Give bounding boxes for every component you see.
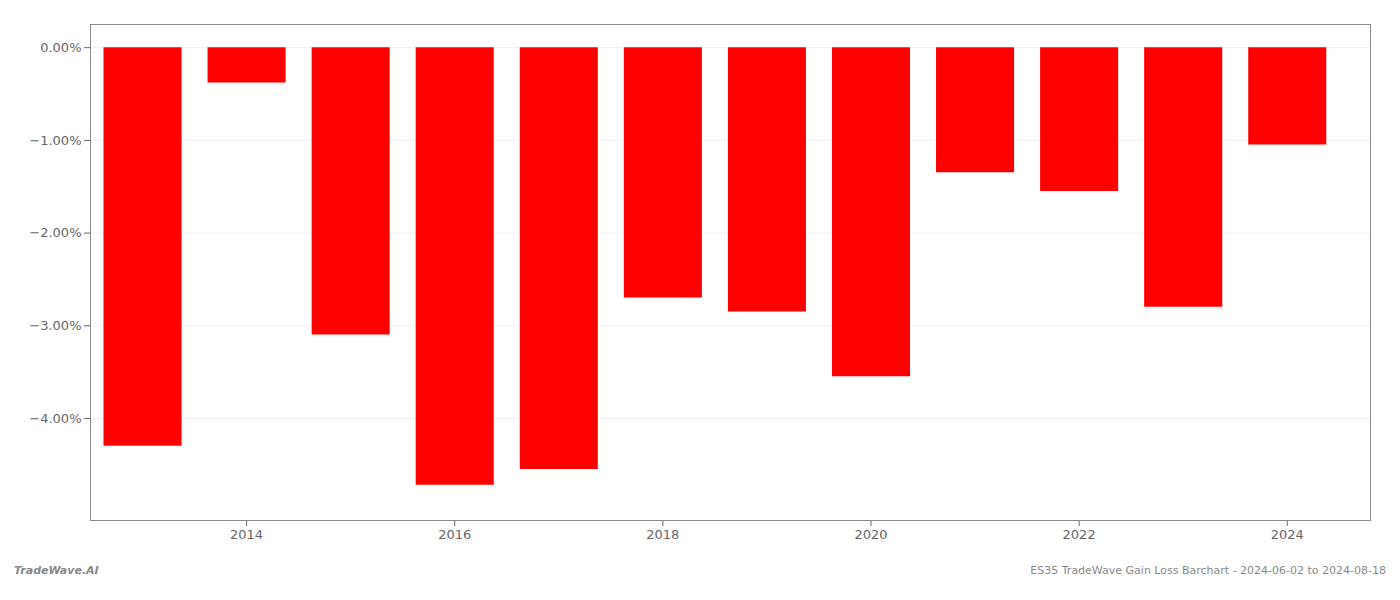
svg-text:2014: 2014 bbox=[230, 527, 263, 542]
svg-text:−4.00%: −4.00% bbox=[29, 411, 81, 426]
html-text:TradeWave.AI: TradeWave.AI bbox=[14, 564, 99, 577]
svg-text:−1.00%: −1.00% bbox=[29, 133, 81, 148]
svg-text:0.00%: 0.00% bbox=[40, 40, 81, 55]
svg-text:2016: 2016 bbox=[438, 527, 471, 542]
svg-text:2018: 2018 bbox=[646, 527, 679, 542]
svg-text:−3.00%: −3.00% bbox=[29, 318, 81, 333]
svg-text:2024: 2024 bbox=[1271, 527, 1304, 542]
svg-text:2022: 2022 bbox=[1063, 527, 1096, 542]
html-text:ES35 TradeWave Gain Loss Barch: ES35 TradeWave Gain Loss Barchart - 2024… bbox=[1030, 564, 1386, 577]
svg-text:−2.00%: −2.00% bbox=[29, 225, 81, 240]
svg-text:2020: 2020 bbox=[854, 527, 887, 542]
